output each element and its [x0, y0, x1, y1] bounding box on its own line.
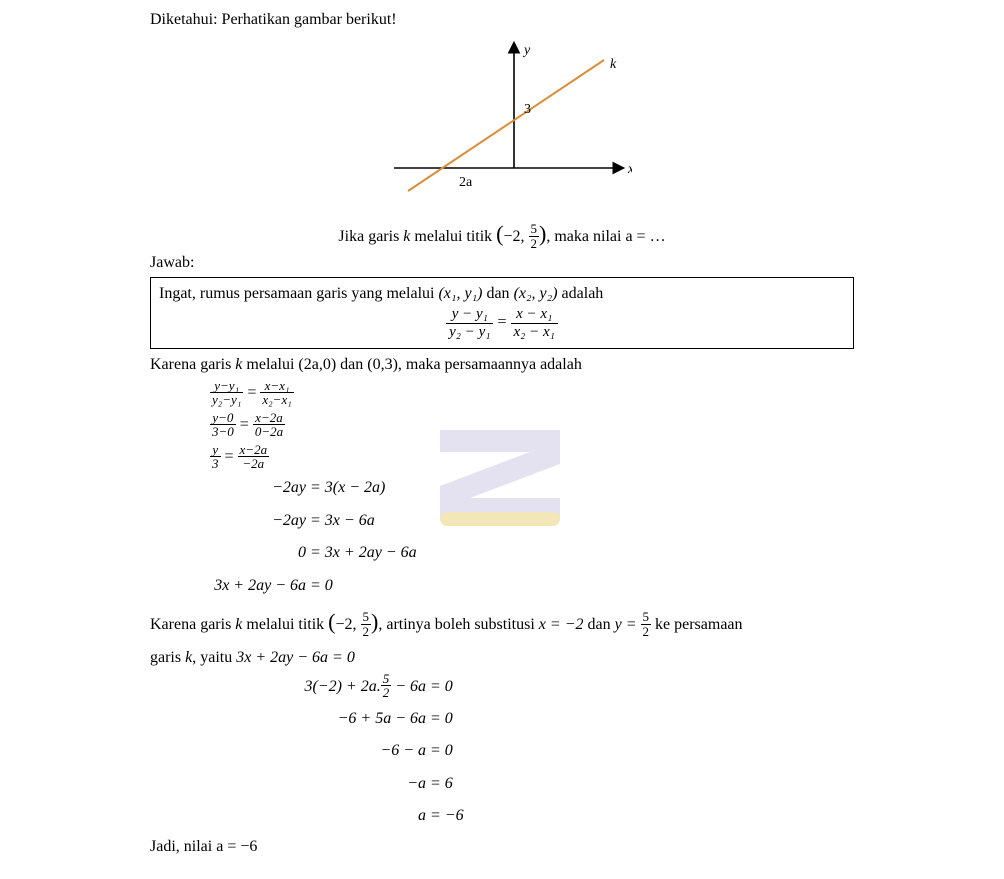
svg-text:3: 3 — [524, 102, 531, 117]
svg-text:x: x — [627, 162, 632, 177]
formula-box: Ingat, rumus persamaan garis yang melalu… — [150, 277, 854, 349]
svg-text:k: k — [610, 57, 617, 72]
given-line: Diketahui: Perhatikan gambar berikut! — [150, 8, 854, 32]
axes-figure: y x k 3 2a — [150, 36, 854, 209]
svg-text:y: y — [522, 43, 531, 58]
svg-text:2a: 2a — [459, 175, 473, 190]
aligned-block-1: −2ay= 3(x − 2a) −2ay= 3x − 6a 0= 3x + 2a… — [90, 473, 854, 601]
substitution-line-2: garis k, yaitu 3x + 2ay − 6a = 0 — [150, 646, 854, 670]
substitution-line-1: Karena garis k melalui titik (−2, 52), a… — [150, 605, 854, 639]
conclusion-line: Jadi, nilai a = −6 — [150, 835, 854, 859]
aligned-block-2: 3(−2) + 2a.52 − 6a= 0 −6 + 5a − 6a= 0 −6… — [150, 672, 854, 832]
formula-text: Ingat, rumus persamaan garis yang melalu… — [159, 282, 845, 306]
two-point-formula: y − y₁y₂ − y₁ = x − x₁x₂ − x₁ — [159, 306, 845, 340]
question-line: Jika garis k melalui titik (−2, 52), mak… — [150, 217, 854, 251]
eq-step-3: y3 = x−2a−2a — [210, 441, 854, 473]
karena-line: Karena garis k melalui (2a,0) dan (0,3),… — [150, 353, 854, 377]
eq-step-2: y−03−0 = x−2a0−2a — [210, 409, 854, 441]
jawab-label: Jawab: — [150, 251, 854, 275]
eq-step-1: y−y₁y₂−y₁ = x−x₁x₂−x₁ — [210, 377, 854, 409]
